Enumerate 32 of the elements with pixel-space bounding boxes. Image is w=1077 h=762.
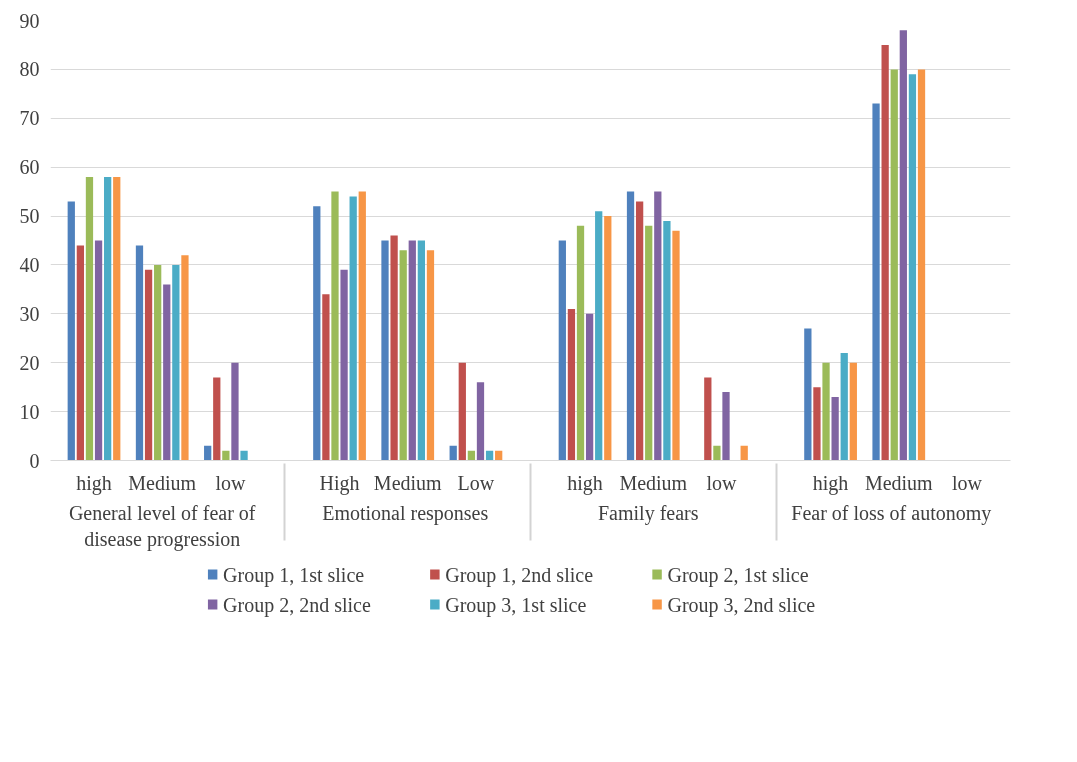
legend-label: Group 2, 2nd slice [223, 593, 371, 617]
y-tick-label: 20 [19, 351, 40, 374]
legend-label: Group 2, 1st slice [667, 563, 809, 587]
y-tick-label: 10 [19, 400, 40, 423]
legend-label: Group 1, 2nd slice [445, 563, 594, 587]
x-tick-label: Medium [373, 471, 443, 494]
legend-label: Group 3, 1st slice [445, 593, 587, 617]
text: Emotional responses [322, 501, 489, 525]
text: Fear of loss of autonomy [791, 501, 992, 525]
y-tick-label: 40 [19, 253, 40, 276]
x-tick-label: Medium [864, 471, 934, 494]
x-tick-label: Low [457, 471, 495, 494]
y-tick-label: 80 [19, 58, 40, 81]
x-tick-label: High [319, 471, 360, 495]
y-tick-label: 60 [19, 156, 40, 179]
x-tick-label: high [812, 471, 849, 495]
y-tick-label: 0 [29, 449, 40, 472]
x-tick-label: Medium [619, 471, 688, 494]
y-tick-label: 90 [19, 9, 40, 32]
x-tick-label: low [215, 471, 246, 494]
x-tick-label: high [567, 471, 603, 495]
x-tick-label: low [951, 471, 983, 494]
text: General level of fear of disease progression [68, 501, 256, 551]
x-tick-label: Medium [128, 471, 197, 494]
text: Family fears [598, 501, 699, 525]
legend-label: Group 1, 1st slice [223, 563, 365, 587]
x-tick-label: low [706, 471, 738, 494]
x-tick-label: high [76, 471, 112, 495]
legend-label: Group 3, 2nd slice [667, 593, 816, 617]
y-tick-label: 30 [19, 302, 40, 325]
y-tick-label: 50 [19, 205, 40, 228]
y-tick-label: 70 [19, 107, 40, 130]
